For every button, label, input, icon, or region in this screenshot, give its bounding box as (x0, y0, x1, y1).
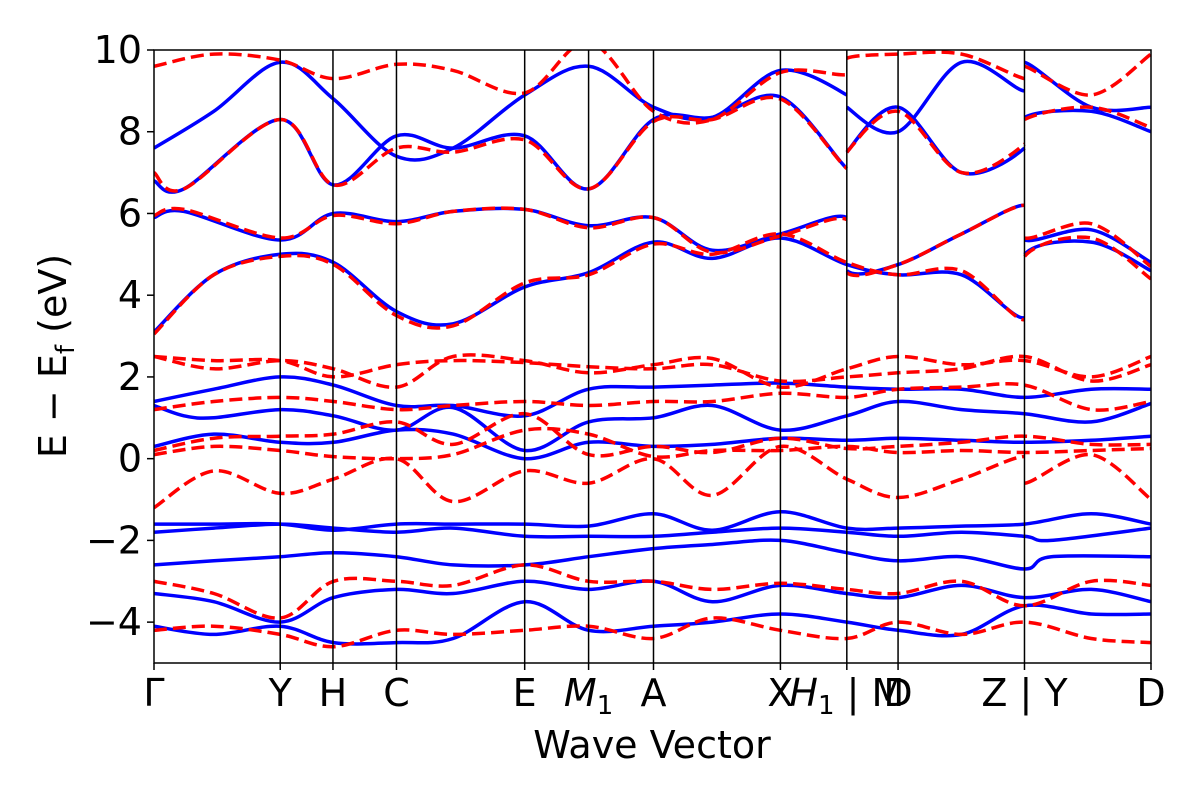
dashed-band-9 (154, 50, 1151, 125)
y-axis-label-unit: (eV) (31, 254, 75, 333)
dashed-band-2 (154, 411, 1151, 458)
y-axis-label-subscript: f (51, 344, 81, 354)
y-tick-label: 2 (118, 355, 142, 399)
solid-band-6 (154, 236, 1151, 334)
x-tick-label: A (640, 671, 666, 715)
x-tick-label: E (513, 671, 537, 715)
y-axis-label: E − Ef (eV) (31, 254, 81, 458)
x-tick-label: Z | Y (981, 671, 1068, 716)
y-tick-label: −2 (86, 518, 142, 562)
x-tick-label: M1 (564, 671, 613, 721)
y-tick-label: 0 (118, 437, 142, 481)
x-tick-label: C (383, 671, 410, 715)
y-axis-label-unit-spacer (31, 333, 75, 345)
x-tick-label: H1 | M (789, 671, 904, 721)
y-axis-label-main: E − E (31, 354, 75, 458)
solid-band-7 (154, 203, 1151, 276)
dashed-band-0 (154, 444, 1151, 510)
x-axis-label: Wave Vector (533, 723, 771, 767)
dashed-band-6 (154, 232, 1151, 336)
y-axis-ticks: −4 −2 0 2 4 6 8 10 (86, 28, 154, 644)
y-tick-label: −4 (86, 600, 142, 644)
x-tick-label: H (319, 671, 348, 715)
solid-band-3 (154, 427, 1151, 461)
plot-frame (153, 49, 1152, 664)
x-tick-label: D (883, 671, 912, 715)
y-tick-label: 10 (94, 28, 142, 72)
y-tick-label: 8 (118, 110, 142, 154)
x-tick-label: Y (268, 671, 293, 715)
dashed-band-10 (154, 563, 1151, 620)
solid-band-0 (154, 538, 1151, 571)
high-symmetry-lines (279, 50, 1026, 663)
y-tick-label: 4 (118, 273, 142, 317)
x-tick-label: Γ (143, 671, 164, 715)
y-tick-label: 6 (118, 191, 142, 235)
dashed-band-7 (154, 203, 1151, 278)
solid-band-2 (154, 510, 1151, 532)
bands-layer (154, 50, 1151, 649)
x-tick-label: X (767, 671, 793, 715)
x-tick-label: D (1136, 671, 1165, 715)
